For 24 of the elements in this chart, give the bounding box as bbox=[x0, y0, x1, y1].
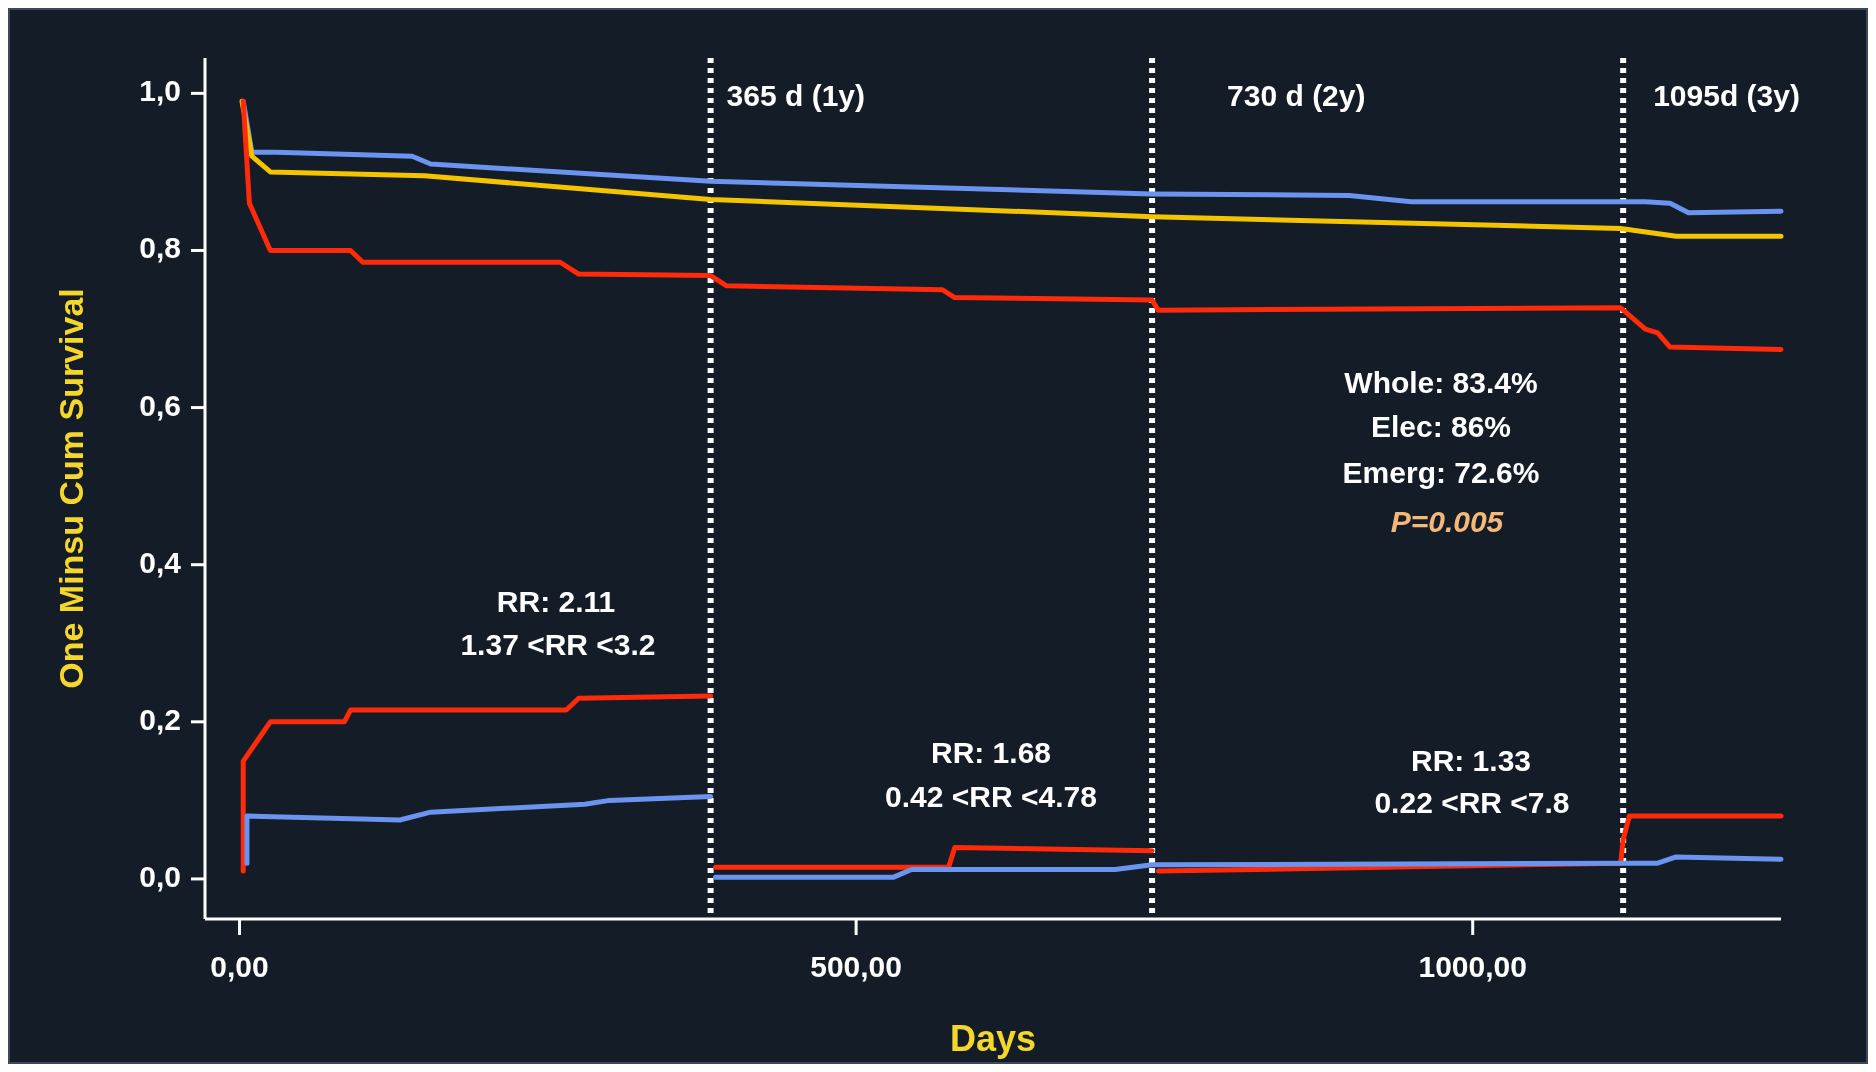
annotation: 1.37 <RR <3.2 bbox=[460, 627, 656, 661]
annotation: Emerg: 72.6% bbox=[1342, 455, 1540, 489]
y-axis-title: One Minsu Cum Survival bbox=[51, 288, 90, 689]
y-tick-label: 0,0 bbox=[139, 859, 181, 893]
y-tick-label: 0,6 bbox=[139, 388, 181, 422]
ref-line-label: 730 d (2y) bbox=[1227, 78, 1366, 112]
annotation: Elec: 86% bbox=[1370, 409, 1512, 443]
x-tick-label: 500,00 bbox=[810, 949, 902, 983]
annotation: P=0.005 bbox=[1390, 504, 1505, 538]
annotation: RR: 2.11 bbox=[496, 584, 616, 618]
x-tick-label: 1000,00 bbox=[1418, 949, 1527, 983]
annotation: RR: 1.33 bbox=[1410, 743, 1532, 777]
y-tick-label: 0,8 bbox=[139, 231, 181, 265]
ref-line-label: 365 d (1y) bbox=[726, 78, 866, 112]
annotation: Whole: 83.4% bbox=[1344, 365, 1538, 399]
y-tick-label: 0,2 bbox=[139, 702, 181, 736]
annotation: 0.22 <RR <7.8 bbox=[1374, 785, 1570, 819]
x-tick-label: 0,00 bbox=[210, 949, 269, 983]
y-tick-label: 1,0 bbox=[139, 74, 181, 108]
annotation: RR: 1.68 bbox=[930, 735, 1052, 769]
annotation: 0.42 <RR <4.78 bbox=[885, 779, 1097, 813]
x-axis-title: Days bbox=[949, 1018, 1037, 1059]
y-tick-label: 0,4 bbox=[139, 545, 182, 579]
ref-line-label: 1095d (3y) bbox=[1653, 78, 1800, 112]
